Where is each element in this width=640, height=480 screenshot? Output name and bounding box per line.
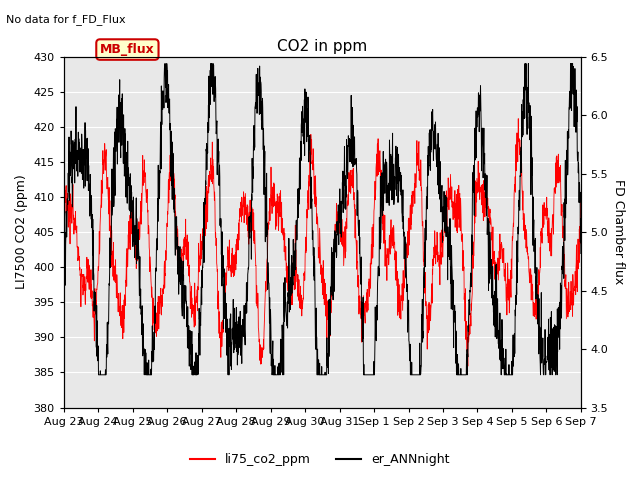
li75_co2_ppm (467, 301, 475, 307)
er_ANNnight (577, 251, 585, 256)
Text: MB_flux: MB_flux (100, 43, 155, 56)
er_ANNnight (468, 255, 476, 261)
li75_co2_ppm (577, 199, 585, 205)
li75_co2_ppm (515, 116, 522, 121)
er_ANNnight (60, 285, 68, 290)
li75_co2_ppm (60, 200, 68, 206)
Text: No data for f_FD_Flux: No data for f_FD_Flux (6, 14, 126, 25)
li75_co2_ppm (563, 316, 570, 322)
li75_co2_ppm (312, 204, 319, 210)
er_ANNnight (86, 171, 94, 177)
er_ANNnight (161, 60, 169, 66)
er_ANNnight (563, 201, 570, 206)
Line: li75_co2_ppm: li75_co2_ppm (64, 119, 581, 366)
er_ANNnight (95, 372, 102, 378)
li75_co2_ppm (86, 286, 94, 292)
Title: CO2 in ppm: CO2 in ppm (277, 39, 367, 54)
er_ANNnight (312, 341, 319, 347)
li75_co2_ppm (298, 292, 305, 298)
Legend: li75_co2_ppm, er_ANNnight: li75_co2_ppm, er_ANNnight (186, 448, 454, 471)
Y-axis label: LI7500 CO2 (ppm): LI7500 CO2 (ppm) (15, 175, 28, 289)
er_ANNnight (563, 180, 570, 186)
li75_co2_ppm (563, 294, 570, 300)
li75_co2_ppm (464, 363, 472, 369)
Line: er_ANNnight: er_ANNnight (64, 63, 581, 375)
er_ANNnight (298, 130, 306, 135)
Y-axis label: FD Chamber flux: FD Chamber flux (612, 180, 625, 285)
